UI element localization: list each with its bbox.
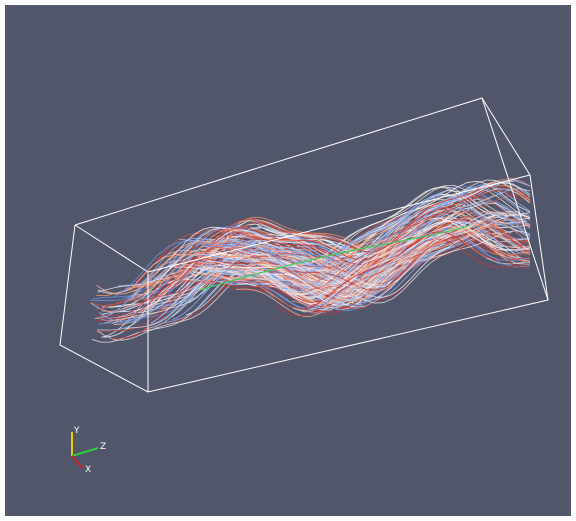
streamline bbox=[301, 246, 439, 301]
streamline bbox=[227, 250, 405, 290]
streamline bbox=[207, 194, 523, 273]
x-axis bbox=[71, 455, 83, 469]
x-axis-label: X bbox=[85, 465, 91, 475]
streamline bbox=[150, 270, 356, 324]
streamline bbox=[96, 242, 338, 311]
streamline bbox=[300, 231, 467, 310]
streamline bbox=[285, 180, 531, 258]
streamline bbox=[293, 258, 410, 306]
streamline bbox=[280, 192, 531, 271]
streamline bbox=[100, 259, 334, 318]
z-axis-label: Z bbox=[100, 442, 106, 452]
streamline bbox=[173, 229, 341, 270]
streamline bbox=[113, 192, 442, 297]
streamline bbox=[199, 219, 531, 298]
streamline bbox=[267, 215, 531, 293]
streamline bbox=[212, 188, 480, 253]
streamline bbox=[202, 194, 528, 273]
streamline bbox=[208, 185, 531, 261]
streamline bbox=[159, 247, 304, 296]
box-edge bbox=[74, 224, 149, 273]
streamline bbox=[283, 202, 531, 279]
streamline bbox=[212, 240, 394, 274]
streamline bbox=[219, 272, 377, 311]
bounding-box bbox=[59, 97, 549, 393]
streamline bbox=[124, 269, 297, 330]
box-outline bbox=[59, 97, 549, 393]
box-edge bbox=[481, 97, 531, 176]
y-axis-label: Y bbox=[73, 426, 80, 436]
streamline bbox=[215, 233, 468, 291]
streamline bbox=[183, 250, 374, 286]
z-axis bbox=[71, 447, 99, 457]
streamline bbox=[175, 226, 497, 305]
streamline bbox=[135, 238, 260, 307]
orientation-axes: Y Z X bbox=[71, 426, 106, 475]
streamline bbox=[292, 187, 531, 265]
streamline bbox=[278, 259, 429, 311]
render-view: Y Z X bbox=[5, 5, 571, 516]
streamline bbox=[132, 232, 398, 297]
streamline bbox=[300, 223, 531, 301]
box-edge bbox=[529, 174, 549, 301]
streamline bbox=[232, 212, 508, 288]
streamline bbox=[98, 257, 270, 317]
streamline bbox=[174, 217, 493, 296]
box-edge bbox=[147, 174, 531, 273]
streamline bbox=[129, 229, 298, 289]
streamline bbox=[98, 264, 327, 325]
center-line bbox=[199, 224, 471, 291]
streamlines bbox=[89, 178, 531, 343]
